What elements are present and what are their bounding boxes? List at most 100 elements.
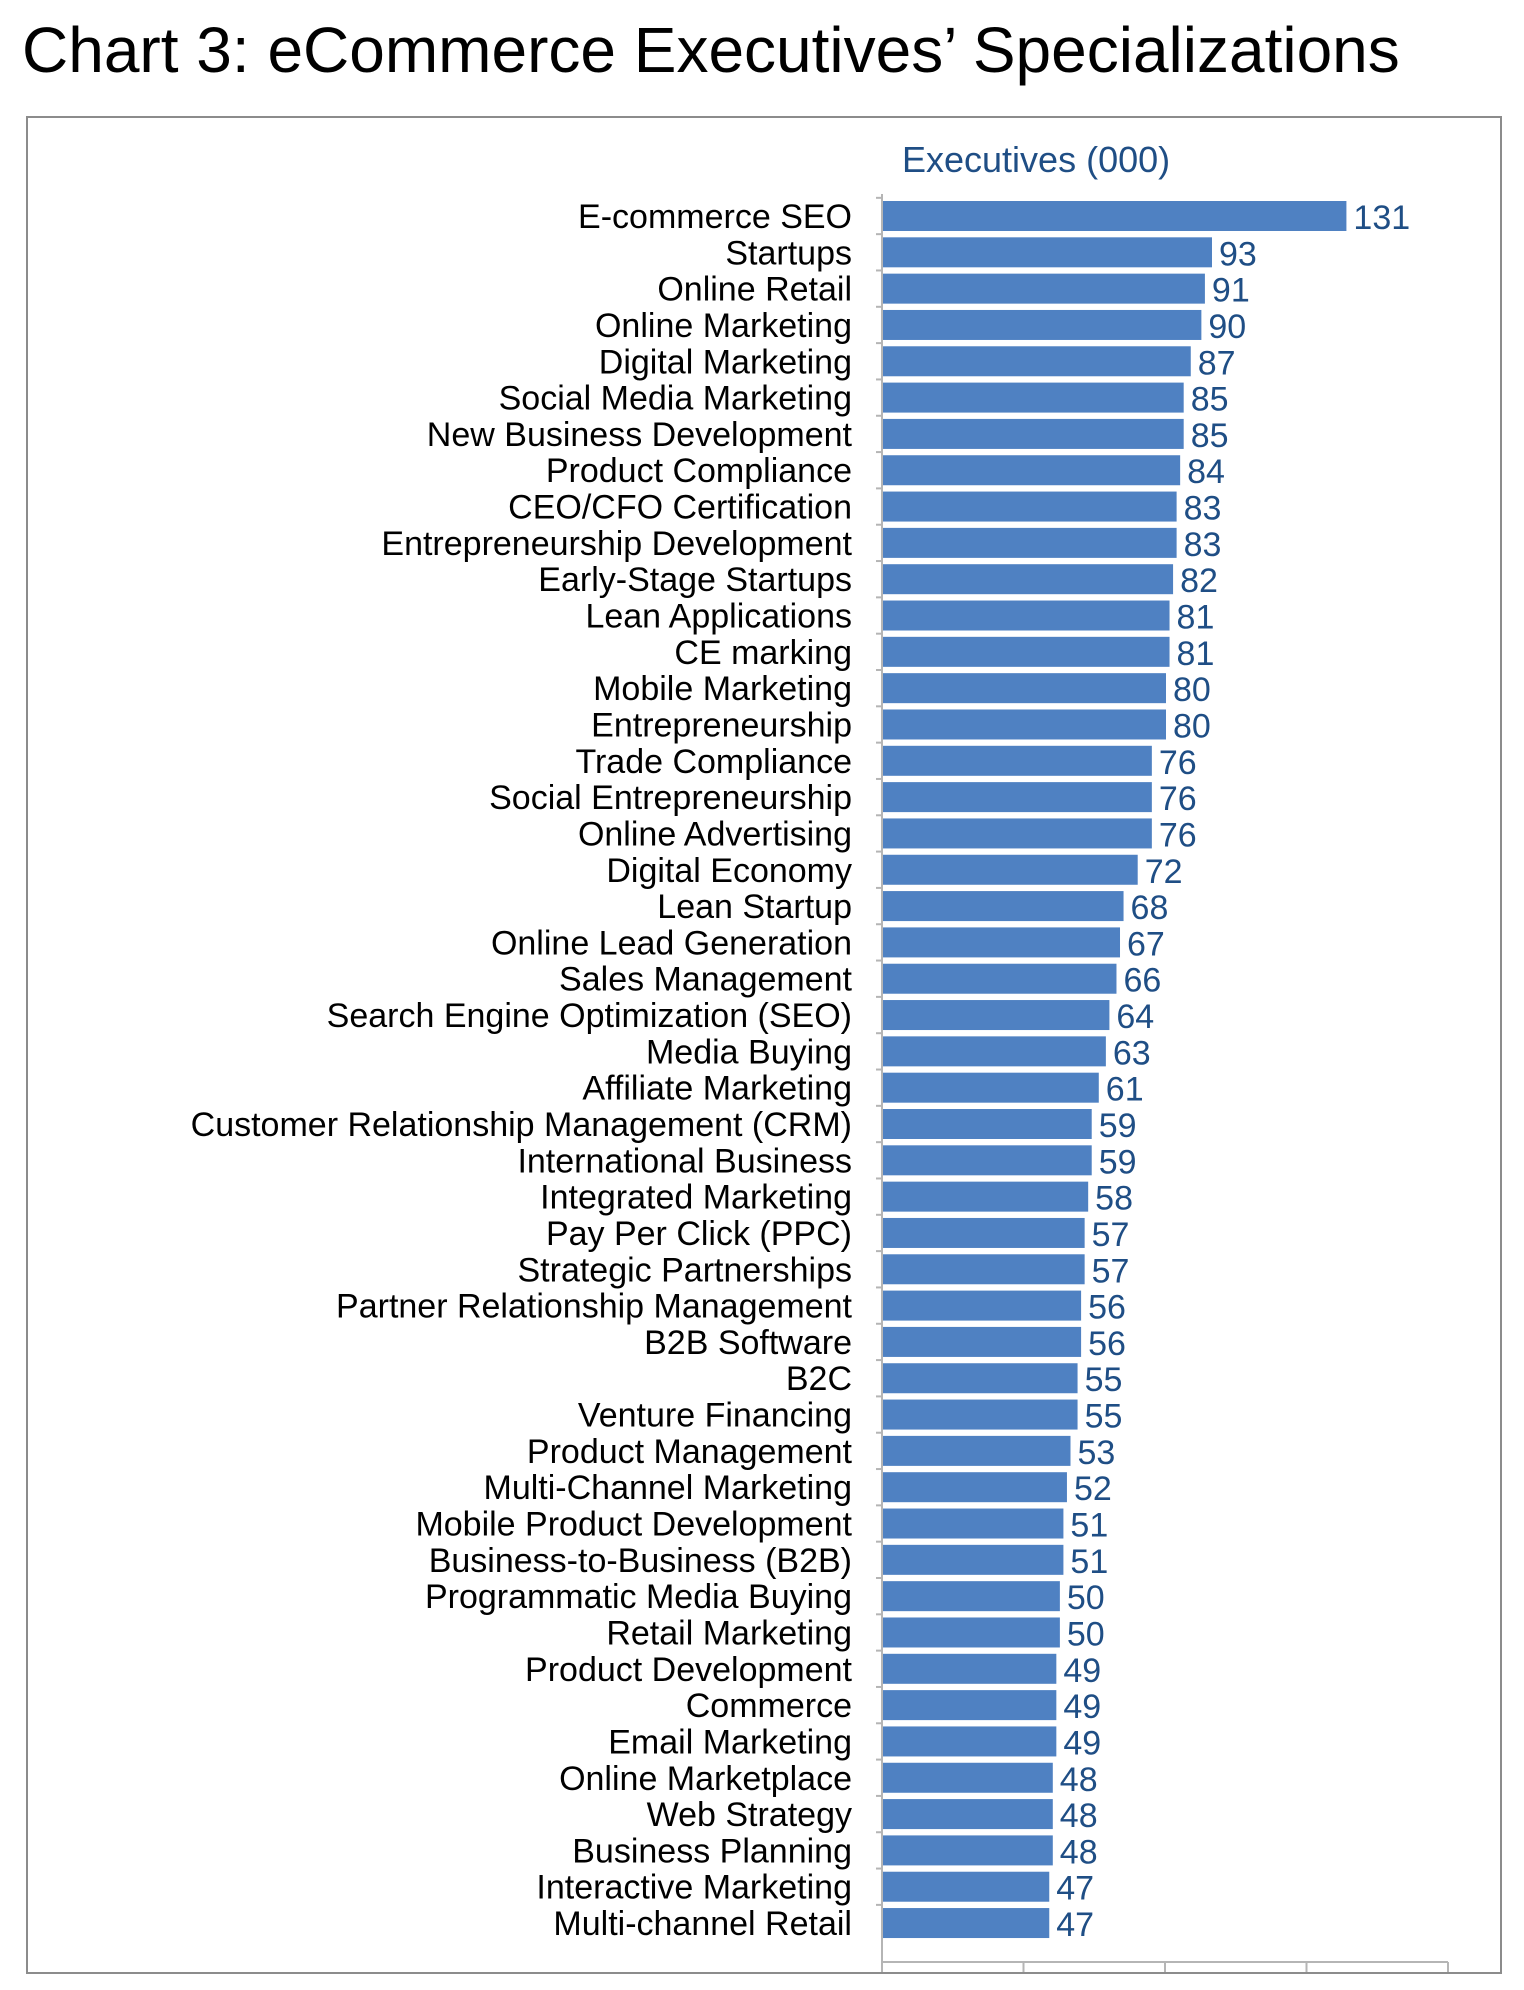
value-label: 84 — [1187, 453, 1225, 491]
bar — [883, 1254, 1085, 1285]
page-title: Chart 3: eCommerce Executives’ Specializ… — [22, 14, 1400, 86]
value-label: 50 — [1067, 1615, 1105, 1653]
value-label: 87 — [1198, 344, 1236, 382]
bar — [883, 1109, 1092, 1139]
bar — [883, 673, 1166, 704]
value-label: 56 — [1088, 1289, 1126, 1327]
value-label: 76 — [1159, 744, 1197, 782]
category-label: Retail Marketing — [606, 1614, 852, 1652]
bar — [883, 1000, 1110, 1031]
bar — [883, 1835, 1053, 1866]
value-label: 51 — [1070, 1507, 1108, 1545]
bar — [883, 491, 1177, 522]
value-label: 59 — [1099, 1107, 1137, 1145]
value-label: 50 — [1067, 1579, 1105, 1617]
category-label: CEO/CFO Certification — [508, 489, 852, 527]
bar — [883, 309, 1202, 340]
bar — [883, 1326, 1082, 1357]
value-label: 57 — [1092, 1252, 1130, 1290]
category-label: Mobile Product Development — [415, 1506, 852, 1544]
bar — [883, 891, 1124, 922]
category-label: Product Development — [525, 1651, 853, 1689]
bar — [883, 963, 1117, 994]
bar — [883, 1726, 1057, 1757]
category-label: Lean Applications — [585, 598, 852, 636]
value-label: 85 — [1191, 381, 1229, 419]
bar — [883, 1690, 1057, 1721]
bar — [883, 709, 1166, 740]
category-label: Digital Economy — [606, 852, 852, 890]
bar — [883, 1217, 1085, 1248]
value-label: 52 — [1074, 1470, 1112, 1508]
bar — [883, 237, 1212, 268]
category-label: Business Planning — [572, 1832, 852, 1870]
value-label: 83 — [1184, 526, 1222, 564]
category-label: Multi-channel Retail — [553, 1905, 852, 1943]
bar — [883, 636, 1170, 667]
value-label: 55 — [1085, 1361, 1123, 1399]
category-label: Interactive Marketing — [536, 1869, 852, 1907]
category-label: Affiliate Marketing — [582, 1070, 852, 1108]
category-label: International Business — [517, 1142, 852, 1180]
bar — [883, 455, 1181, 486]
value-label: 57 — [1092, 1216, 1130, 1254]
value-label: 61 — [1106, 1071, 1144, 1109]
category-label: Email Marketing — [608, 1723, 852, 1761]
category-label: Digital Marketing — [599, 343, 852, 381]
category-label: New Business Development — [427, 416, 853, 454]
category-label: Customer Relationship Management (CRM) — [191, 1106, 852, 1144]
value-label: 64 — [1116, 998, 1154, 1036]
bar — [883, 1581, 1060, 1612]
bar — [883, 1617, 1060, 1648]
category-label: Programmatic Media Buying — [425, 1578, 852, 1616]
value-label: 55 — [1085, 1398, 1123, 1436]
category-label: Entrepreneurship — [591, 706, 852, 744]
value-label: 47 — [1056, 1906, 1094, 1944]
category-label: Online Retail — [657, 271, 852, 309]
bar — [883, 564, 1174, 595]
category-label: B2C — [786, 1360, 852, 1398]
bar — [883, 1181, 1089, 1212]
category-label: Entrepreneurship Development — [381, 525, 852, 563]
category-label: Social Entrepreneurship — [489, 779, 852, 817]
bar — [883, 418, 1184, 449]
value-label: 72 — [1145, 853, 1183, 891]
bar — [883, 1472, 1067, 1503]
value-label: 76 — [1159, 816, 1197, 854]
bar — [883, 1799, 1053, 1830]
category-label: Integrated Marketing — [540, 1179, 852, 1217]
bar — [883, 1399, 1078, 1430]
category-label: Startups — [725, 234, 852, 272]
value-label: 49 — [1063, 1688, 1101, 1726]
bars — [883, 201, 1347, 1939]
bar — [883, 527, 1177, 558]
category-label: Sales Management — [559, 961, 853, 999]
bar — [883, 927, 1121, 958]
category-label: Online Advertising — [578, 815, 852, 853]
category-label: Social Media Marketing — [499, 380, 852, 418]
value-label: 58 — [1095, 1180, 1133, 1218]
bar — [883, 273, 1205, 304]
bar — [883, 1145, 1092, 1176]
value-label: 68 — [1131, 889, 1169, 927]
category-label: Partner Relationship Management — [336, 1288, 853, 1326]
value-label: 48 — [1060, 1833, 1098, 1871]
value-label: 76 — [1159, 780, 1197, 818]
category-label: Venture Financing — [578, 1397, 852, 1435]
value-label: 90 — [1208, 308, 1246, 346]
bar — [883, 600, 1170, 631]
category-label: Online Marketing — [595, 307, 852, 345]
category-label: Mobile Marketing — [593, 670, 852, 708]
value-labels: 1319391908785858483838281818080767676726… — [1056, 199, 1410, 1944]
bar — [883, 1363, 1078, 1394]
value-label: 85 — [1191, 417, 1229, 455]
value-label: 48 — [1060, 1761, 1098, 1799]
category-label: Search Engine Optimization (SEO) — [327, 997, 852, 1035]
bar — [883, 1544, 1064, 1575]
bar — [883, 1908, 1050, 1939]
value-label: 59 — [1099, 1143, 1137, 1181]
category-label: Pay Per Click (PPC) — [546, 1215, 852, 1253]
value-label: 63 — [1113, 1034, 1151, 1072]
bar — [883, 782, 1152, 813]
